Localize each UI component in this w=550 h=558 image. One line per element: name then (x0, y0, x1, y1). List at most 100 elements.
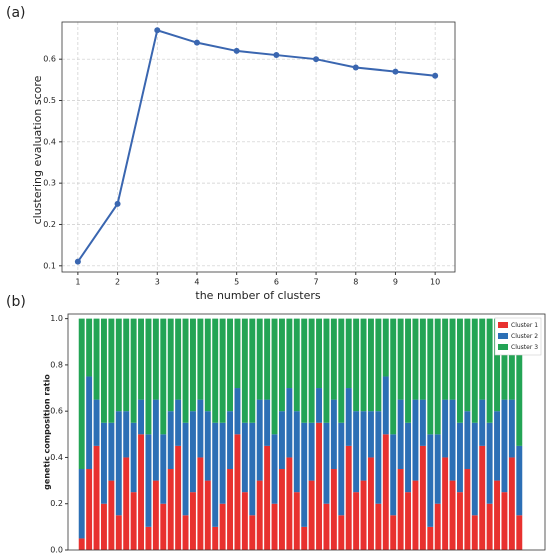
bar-segment (182, 318, 189, 423)
y-tick-label: 0.1 (43, 261, 56, 270)
bar-segment (175, 445, 182, 550)
bar-segment (323, 318, 330, 423)
plot-frame (67, 313, 546, 551)
point (114, 200, 121, 207)
bar-segment (160, 434, 167, 504)
bar-segment (256, 399, 263, 481)
bar-segment (501, 492, 508, 550)
bar-segment (278, 318, 285, 412)
bar-segment (123, 457, 130, 550)
bar-segment (123, 318, 130, 412)
bar-segment (227, 469, 234, 550)
bar-segment (449, 318, 456, 400)
bar-segment (494, 480, 501, 550)
y-tick-label: 0.4 (43, 137, 56, 146)
bar-segment (264, 399, 271, 446)
point (313, 56, 320, 63)
y-axis-label: genetic composition ratio (43, 374, 52, 490)
y-tick-label: 0.6 (43, 55, 56, 64)
bar-segment (167, 411, 174, 470)
plot-frame (61, 21, 456, 273)
bar-segment (434, 503, 441, 550)
bar-segment (86, 318, 93, 377)
bar-segment (397, 399, 404, 470)
panel-label: (b) (6, 294, 26, 310)
legend-swatch (498, 344, 508, 350)
bar-segment (152, 399, 159, 481)
bar-segment (464, 411, 471, 470)
bar-segment (405, 492, 412, 550)
bar-segment (182, 515, 189, 550)
bar-segment (442, 318, 449, 400)
bar-segment (93, 445, 100, 550)
bar-segment (338, 318, 345, 423)
bar-segment (479, 318, 486, 400)
y-tick-label: 0.6 (50, 407, 63, 416)
bar-segment (152, 480, 159, 550)
bar-segment (301, 526, 308, 550)
bar-segment (427, 434, 434, 527)
bar-segment (204, 318, 211, 412)
legend-swatch (498, 322, 508, 328)
bar-segment (286, 457, 293, 550)
bar-segment (442, 457, 449, 550)
bar-segment (86, 376, 93, 470)
y-tick-label: 0.4 (50, 453, 63, 462)
point (193, 39, 200, 46)
bar-segment (145, 526, 152, 550)
bar-segment (241, 492, 248, 550)
bar-segment (123, 411, 130, 458)
bar-segment (189, 411, 196, 493)
bar-segment (419, 318, 426, 400)
bar-segment (301, 318, 308, 423)
bar-segment (167, 469, 174, 550)
bar-segment (508, 457, 515, 550)
bar-segment (367, 411, 374, 458)
bar-segment (412, 480, 419, 550)
bar-segment (108, 480, 115, 550)
panel-label: (a) (6, 5, 26, 21)
bar-segment (330, 469, 337, 550)
bar-segment (390, 434, 397, 516)
bar-segment (130, 492, 137, 550)
y-tick-label: 0.2 (43, 220, 56, 229)
bar-segment (390, 318, 397, 435)
bar-segment (152, 318, 159, 400)
bar-segment (323, 422, 330, 504)
bar-segment (175, 399, 182, 446)
bar-segment (100, 503, 107, 550)
bar-segment (249, 318, 256, 423)
bar-segment (367, 318, 374, 412)
bar-segment (516, 445, 523, 516)
bar-segment (301, 422, 308, 527)
legend-label: Cluster 2 (511, 333, 538, 340)
bar-segment (412, 318, 419, 400)
bar-segment (219, 503, 226, 550)
bar-segment (286, 318, 293, 389)
bar-segment (330, 399, 337, 470)
legend-label: Cluster 1 (511, 322, 538, 329)
bar-segment (375, 503, 382, 550)
bar-segment (197, 318, 204, 400)
bar-segment (249, 515, 256, 550)
bar-segment (316, 422, 323, 550)
bar-segment (78, 469, 85, 539)
y-axis-label: clustering evaluation score (31, 75, 44, 224)
bar-segment (456, 422, 463, 493)
bar-segment (427, 526, 434, 550)
bar-segment (271, 434, 278, 504)
bar-segment (293, 318, 300, 412)
bar-segment (338, 422, 345, 516)
point (273, 52, 280, 59)
bar-segment (160, 503, 167, 550)
bar-segment (323, 503, 330, 550)
line (77, 28, 436, 263)
bar-segment (375, 411, 382, 504)
bar-segment (189, 492, 196, 550)
bar-segment (204, 480, 211, 550)
bar-segment (78, 318, 85, 470)
bar-segment (345, 445, 352, 550)
bar-segment (145, 434, 152, 527)
x-axis-label: the number of clusters (195, 289, 320, 302)
